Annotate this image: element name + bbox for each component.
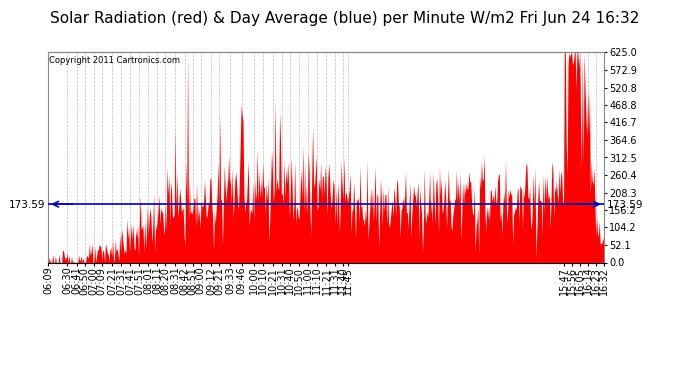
- Text: Copyright 2011 Cartronics.com: Copyright 2011 Cartronics.com: [50, 56, 180, 64]
- Text: Solar Radiation (red) & Day Average (blue) per Minute W/m2 Fri Jun 24 16:32: Solar Radiation (red) & Day Average (blu…: [50, 11, 640, 26]
